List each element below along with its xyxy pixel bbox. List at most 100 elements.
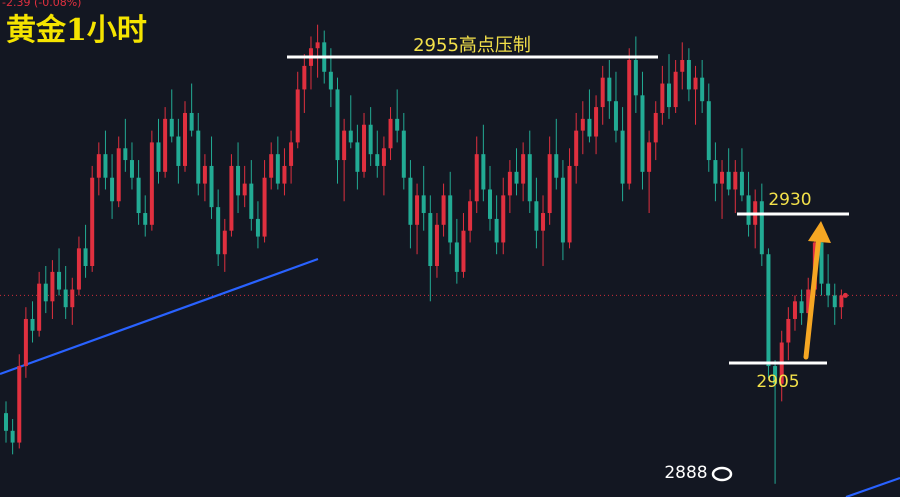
candle — [713, 142, 718, 202]
candle-body — [746, 195, 751, 225]
candle — [395, 89, 400, 143]
candle-body — [839, 295, 844, 308]
candle-body — [428, 213, 433, 266]
candle-body — [295, 89, 300, 143]
candle-body — [149, 142, 154, 225]
candle — [501, 177, 506, 255]
candle — [381, 136, 386, 196]
candle — [282, 148, 287, 196]
candle-body — [302, 65, 307, 90]
candle-body — [434, 224, 439, 266]
candle — [83, 224, 88, 278]
candle — [441, 183, 446, 237]
candle-body — [116, 148, 121, 202]
candle-body — [183, 112, 188, 166]
candle — [560, 160, 565, 261]
candle — [839, 289, 844, 319]
candle-body — [607, 77, 612, 102]
candle-body — [76, 248, 81, 290]
candle — [10, 419, 15, 455]
candle-body — [580, 118, 585, 131]
candle — [176, 118, 181, 184]
candle — [547, 136, 552, 225]
candle — [693, 65, 698, 125]
candle — [759, 183, 764, 266]
candle-body — [57, 271, 62, 290]
candle — [640, 71, 645, 190]
candle — [594, 95, 599, 155]
candle-body — [216, 207, 221, 255]
candle — [753, 189, 758, 249]
candle-body — [209, 165, 214, 208]
candle — [368, 107, 373, 166]
candle-body — [362, 124, 367, 172]
candle — [163, 107, 168, 178]
target-label: 2930 — [768, 190, 811, 210]
candle-body — [680, 60, 685, 72]
candle-body — [673, 71, 678, 108]
candle-body — [759, 201, 764, 255]
candle — [129, 142, 134, 190]
candle — [660, 65, 665, 125]
candle-body — [30, 318, 35, 331]
candle — [196, 112, 201, 196]
candle-body — [275, 154, 280, 184]
candle-body — [706, 101, 711, 161]
candle — [746, 171, 751, 237]
candle — [110, 154, 115, 219]
candle-body — [123, 148, 128, 161]
candle-body — [766, 254, 771, 367]
candle — [680, 42, 685, 90]
candle — [421, 165, 426, 231]
candle — [183, 101, 188, 172]
candle-body — [10, 430, 15, 443]
candle — [401, 112, 406, 190]
candle-body — [202, 165, 207, 184]
candle — [202, 154, 207, 202]
candle — [587, 89, 592, 143]
candle-body — [792, 301, 797, 319]
candle — [633, 36, 638, 113]
candle-body — [620, 130, 625, 184]
candle-body — [129, 160, 134, 178]
candle-body — [401, 130, 406, 178]
trendline-lower-left — [0, 257, 319, 376]
candle-body — [415, 195, 420, 225]
candle — [302, 54, 307, 113]
candle — [362, 112, 367, 178]
candle-body — [819, 242, 824, 284]
candle-body — [560, 177, 565, 243]
candle — [375, 130, 380, 178]
candle-body — [315, 42, 320, 49]
candle-body — [806, 289, 811, 314]
candle — [229, 154, 234, 237]
candle-body — [282, 165, 287, 184]
candle — [57, 248, 62, 296]
up-arrow-shaft — [803, 233, 822, 360]
candle-body — [196, 130, 201, 184]
candle — [574, 112, 579, 184]
candle-body — [686, 60, 691, 90]
candle — [355, 124, 360, 190]
candle — [209, 136, 214, 219]
trendline-lower-right — [845, 476, 900, 497]
candle — [786, 307, 791, 361]
candle-body — [441, 195, 446, 225]
candle-body — [600, 77, 605, 108]
candle-body — [487, 189, 492, 219]
candle-body — [143, 213, 148, 225]
candle-body — [501, 195, 506, 243]
candle — [627, 48, 632, 190]
candle — [408, 160, 413, 249]
candle-body — [527, 154, 532, 202]
candle-body — [236, 165, 241, 196]
candle — [255, 201, 260, 249]
candle — [116, 136, 121, 208]
candle — [189, 83, 194, 137]
candle-body — [242, 183, 247, 196]
candle — [448, 171, 453, 255]
candle-body — [328, 71, 333, 90]
candle — [37, 271, 42, 337]
